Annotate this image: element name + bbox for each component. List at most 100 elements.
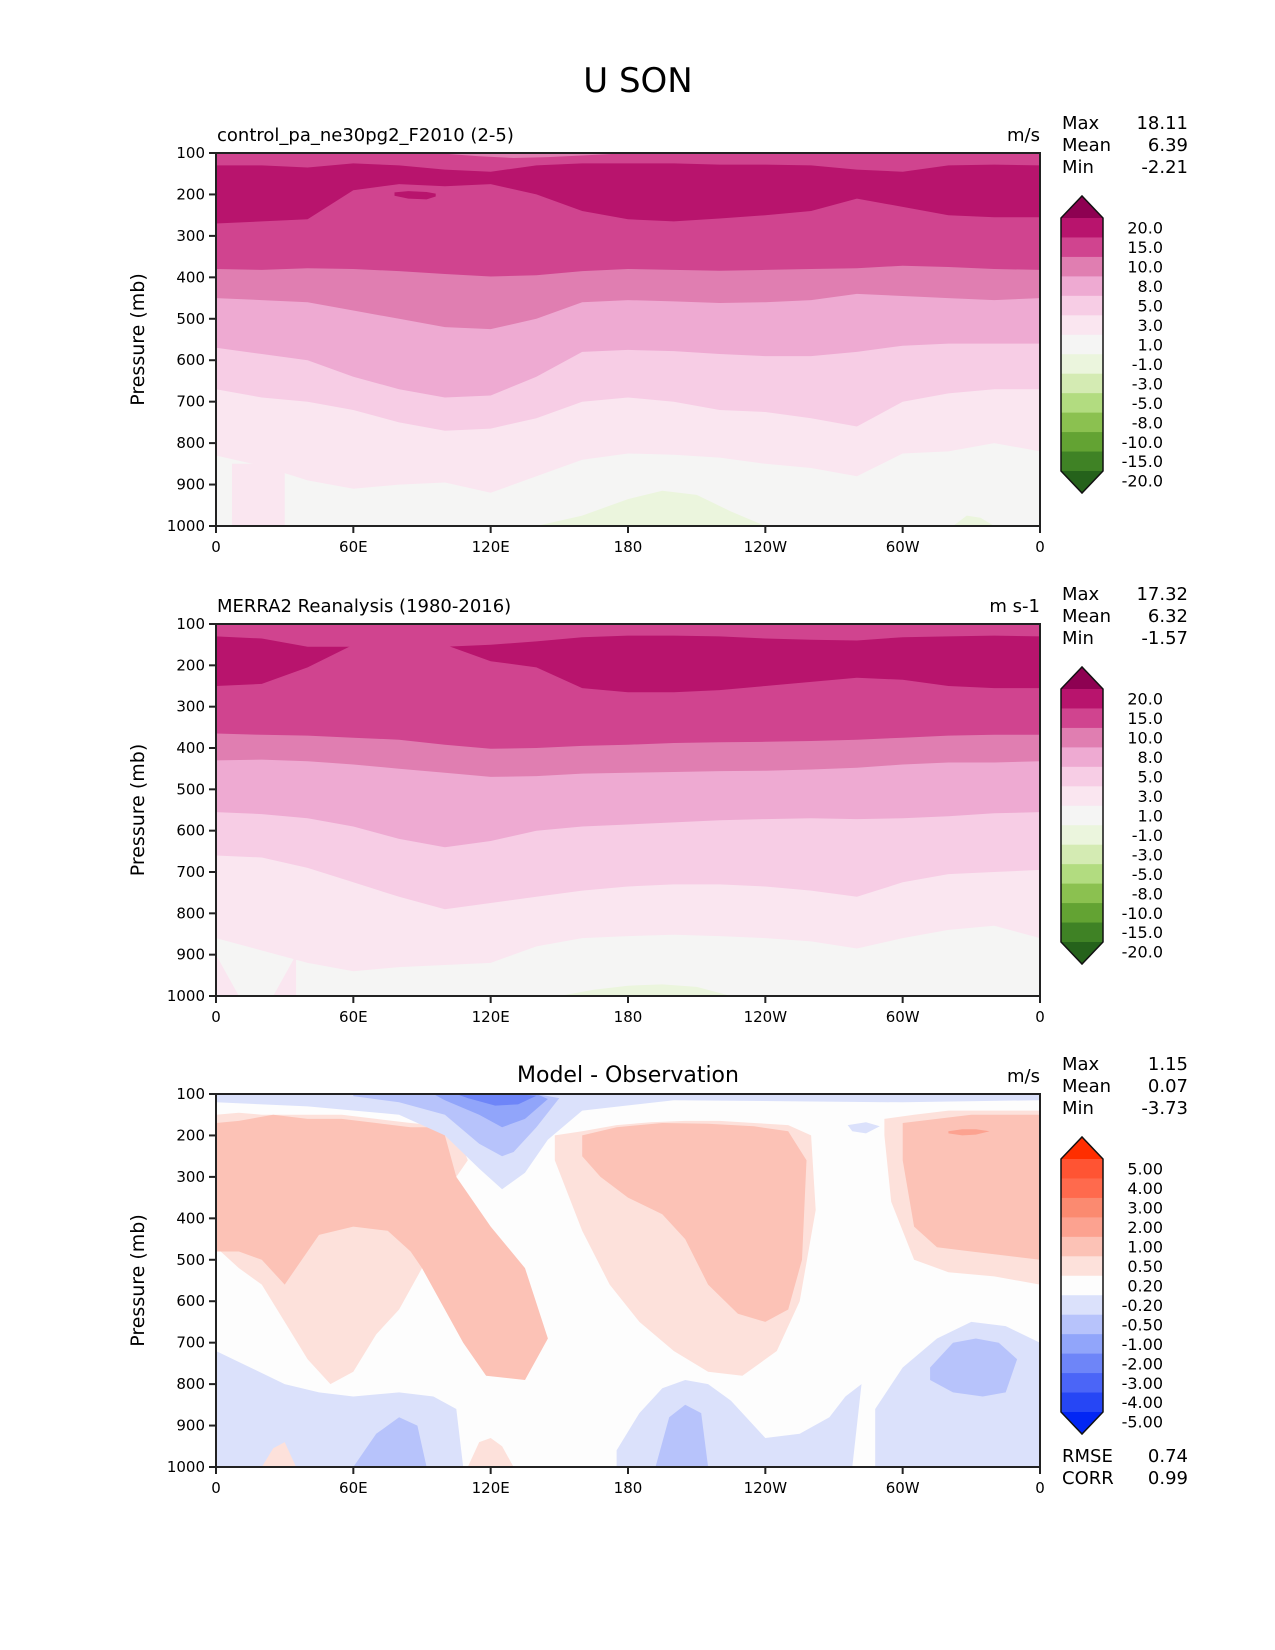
x-tick-label: 60E [339, 538, 368, 556]
panel-title: MERRA2 Reanalysis (1980-2016) [217, 596, 511, 617]
stat-label-min: Min [1062, 628, 1094, 649]
colorbar-label: 15.0 [1127, 238, 1163, 257]
panel-test: 100 200 300 400 500 600 700 800 900 1000 0 60E 120E 1… [127, 113, 1188, 556]
colorbar-label: 0.20 [1127, 1276, 1163, 1295]
colorbar-label: -15.0 [1122, 923, 1163, 942]
y-tick-label: 700 [176, 863, 205, 881]
y-tick-label: 800 [176, 904, 205, 922]
stat-value-min: -2.21 [1141, 157, 1188, 178]
colorbar-segment [1061, 1373, 1103, 1394]
colorbar-label: -3.0 [1132, 845, 1163, 864]
colorbar-label: 3.0 [1138, 316, 1163, 335]
colorbar-label: 4.00 [1127, 1179, 1163, 1198]
stat-value-mean: 6.39 [1148, 135, 1188, 156]
colorbar-label: 15.0 [1127, 709, 1163, 728]
stat-value-min: -3.73 [1141, 1098, 1188, 1119]
y-tick-label: 400 [176, 739, 205, 757]
colorbar-segment [1061, 1197, 1103, 1218]
colorbar-segment [1061, 393, 1103, 414]
x-tick-label: 180 [614, 1479, 643, 1497]
plot-area [216, 153, 1040, 526]
stat-label-min: Min [1062, 157, 1094, 178]
stat-value-mean: 6.32 [1148, 606, 1188, 627]
y-tick-label: 800 [176, 434, 205, 452]
contour-region-11 [847, 1122, 880, 1134]
x-tick-label: 60W [886, 538, 920, 556]
plot-area [216, 1094, 1040, 1467]
colorbar-extend-top [1061, 196, 1103, 218]
colorbar-label: -0.20 [1122, 1296, 1163, 1315]
colorbar-label: 0.50 [1127, 1257, 1163, 1276]
stat-label-max: Max [1062, 584, 1100, 605]
y-tick-label: 300 [176, 1168, 205, 1186]
colorbar-segment [1061, 844, 1103, 865]
colorbar-segment [1061, 432, 1103, 453]
colorbar-label: -4.00 [1122, 1393, 1163, 1412]
colorbar-segment [1061, 218, 1103, 239]
y-tick-label: 100 [176, 1085, 205, 1103]
colorbar-label: 20.0 [1127, 219, 1163, 238]
colorbar-segment [1061, 354, 1103, 375]
colorbar-segment [1061, 1392, 1103, 1413]
colorbar-label: -1.0 [1132, 355, 1163, 374]
stat-label-max: Max [1062, 1054, 1100, 1075]
y-axis-label: Pressure (mb) [127, 1214, 149, 1347]
stat-value-min: -1.57 [1141, 628, 1188, 649]
colorbar-label: -5.0 [1132, 394, 1163, 413]
panel-reference: 100 200 300 400 500 600 700 800 900 1000 0 60E 120E 1… [127, 584, 1188, 1026]
y-tick-label: 1000 [167, 517, 205, 535]
colorbar-label: -0.50 [1122, 1315, 1163, 1334]
units-label: m/s [1007, 1066, 1040, 1087]
contour-region-17 [353, 1417, 427, 1467]
y-tick-label: 700 [176, 1334, 205, 1352]
x-tick-label: 60E [339, 1008, 368, 1026]
contour-region-1 [216, 1114, 548, 1380]
contour-region-3 [582, 1123, 807, 1322]
contour-region-5 [902, 1114, 1040, 1260]
y-tick-label: 600 [176, 351, 205, 369]
plot-area [216, 624, 1040, 996]
contour-feature-3 [953, 515, 995, 526]
x-tick-label: 60W [886, 1008, 920, 1026]
colorbar-segment [1061, 1256, 1103, 1277]
x-tick-label: 0 [1035, 1479, 1045, 1497]
contour-feature-0 [444, 153, 617, 158]
y-tick-label: 300 [176, 698, 205, 716]
colorbar-segment [1061, 451, 1103, 472]
colorbar-segment [1061, 805, 1103, 826]
y-tick-label: 200 [176, 656, 205, 674]
y-axis-label: Pressure (mb) [127, 273, 149, 406]
colorbar-label: -20.0 [1122, 943, 1163, 962]
colorbar: 20.015.010.08.05.03.01.0-1.0-3.0-5.0-8.0… [1060, 194, 1163, 495]
colorbar-segment [1061, 1275, 1103, 1296]
colorbar-label: 1.0 [1138, 335, 1163, 354]
contour-region-6 [948, 1129, 990, 1136]
colorbar-label: 2.00 [1127, 1218, 1163, 1237]
y-tick-label: 900 [176, 946, 205, 964]
y-tick-label: 100 [176, 144, 205, 162]
contour-band-1 [216, 153, 1040, 224]
contour-band-0 [216, 624, 1040, 647]
colorbar-label: -20.0 [1122, 472, 1163, 491]
colorbar-segment [1061, 689, 1103, 710]
y-tick-label: 900 [176, 476, 205, 494]
colorbar-segment [1061, 1353, 1103, 1374]
x-tick-label: 0 [211, 538, 221, 556]
y-tick-label: 600 [176, 822, 205, 840]
colorbar-label: 5.00 [1127, 1160, 1163, 1179]
y-tick-label: 500 [176, 1251, 205, 1269]
y-tick-label: 100 [176, 615, 205, 633]
colorbar-segment [1061, 922, 1103, 943]
x-tick-label: 120E [472, 1479, 510, 1497]
x-tick-label: 120W [744, 1479, 788, 1497]
colorbar-segment [1061, 1236, 1103, 1257]
colorbar-segment [1061, 883, 1103, 904]
contour-region-19 [467, 1438, 514, 1467]
colorbar-segment [1061, 727, 1103, 748]
contour-feature-2 [536, 490, 766, 526]
contour-region-7 [216, 1094, 1040, 1190]
units-label: m s-1 [989, 596, 1040, 617]
colorbar-segment [1061, 786, 1103, 807]
contour-region-18 [261, 1442, 297, 1467]
colorbar-segment [1061, 1295, 1103, 1316]
